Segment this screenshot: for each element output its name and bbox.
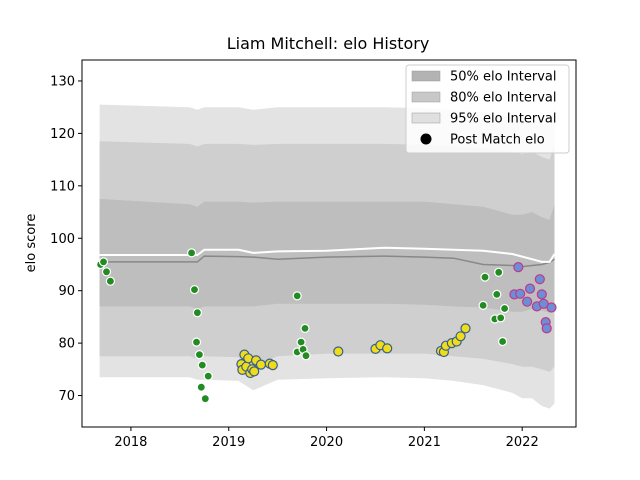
data-point <box>200 394 210 404</box>
y-tick-label: 90 <box>58 284 75 299</box>
data-point <box>513 262 524 273</box>
data-point <box>546 302 557 313</box>
mean-line <box>99 246 556 263</box>
x-tick-label: 2020 <box>310 435 343 450</box>
data-point <box>192 308 202 318</box>
legend-label: 80% elo Interval <box>450 91 557 106</box>
data-point <box>460 323 471 334</box>
y-tick-label: 130 <box>50 74 75 89</box>
y-axis-title: elo score <box>24 214 39 273</box>
legend-box <box>405 64 570 154</box>
data-point <box>500 303 510 314</box>
y-tick-label: 80 <box>58 337 75 352</box>
band-50 <box>99 198 555 313</box>
legend-marker <box>420 133 432 145</box>
data-point <box>292 291 302 301</box>
data-point <box>249 366 260 377</box>
x-tick-label: 2022 <box>506 435 539 450</box>
data-point <box>515 288 526 299</box>
data-point <box>267 360 278 371</box>
data-point <box>521 296 533 307</box>
data-point <box>203 371 213 381</box>
data-point <box>492 289 502 299</box>
data-point <box>98 257 109 267</box>
x-tick-label: 2021 <box>408 435 441 450</box>
y-tick-label: 110 <box>50 179 75 194</box>
plot-inner <box>95 104 557 409</box>
data-point <box>524 283 536 294</box>
data-point <box>480 272 490 282</box>
data-point <box>197 360 207 370</box>
data-point <box>494 267 504 277</box>
data-point <box>187 248 197 258</box>
data-point <box>536 289 547 300</box>
data-point <box>498 336 508 347</box>
data-point <box>101 267 112 277</box>
legend-swatch <box>411 70 441 82</box>
legend-label: Post Match elo <box>450 133 545 148</box>
data-point <box>189 285 200 295</box>
data-point <box>333 346 344 357</box>
x-tick-label: 2019 <box>212 435 245 450</box>
y-tick-label: 100 <box>50 232 75 247</box>
axes-frame <box>81 59 577 428</box>
plot-area: 2018 2019 2020 2021 2022 70 80 90 100 110 120 130 <box>50 59 577 450</box>
median-line <box>99 255 555 268</box>
legend-label: 95% elo Interval <box>450 112 557 127</box>
data-point <box>105 276 116 286</box>
legend-swatch <box>411 112 441 124</box>
legend-label: 50% elo Interval <box>450 70 557 85</box>
data-point <box>455 331 466 342</box>
legend-swatch <box>411 91 441 103</box>
data-point <box>478 300 488 310</box>
data-point <box>191 337 202 347</box>
data-point <box>301 351 311 361</box>
data-point <box>534 274 545 285</box>
data-point <box>496 313 506 323</box>
data-point <box>300 323 310 333</box>
legend: 50% elo Interval 80% elo Interval 95% elo … <box>405 64 570 154</box>
data-point <box>196 382 206 392</box>
data-point <box>194 350 204 360</box>
x-tick-label: 2018 <box>114 435 147 450</box>
y-tick-label: 70 <box>58 389 75 404</box>
chart-title: Liam Mitchell: elo History <box>227 34 430 53</box>
data-point <box>382 343 393 354</box>
data-point <box>255 359 267 370</box>
data-point <box>541 323 552 334</box>
y-tick-label: 120 <box>50 127 75 142</box>
